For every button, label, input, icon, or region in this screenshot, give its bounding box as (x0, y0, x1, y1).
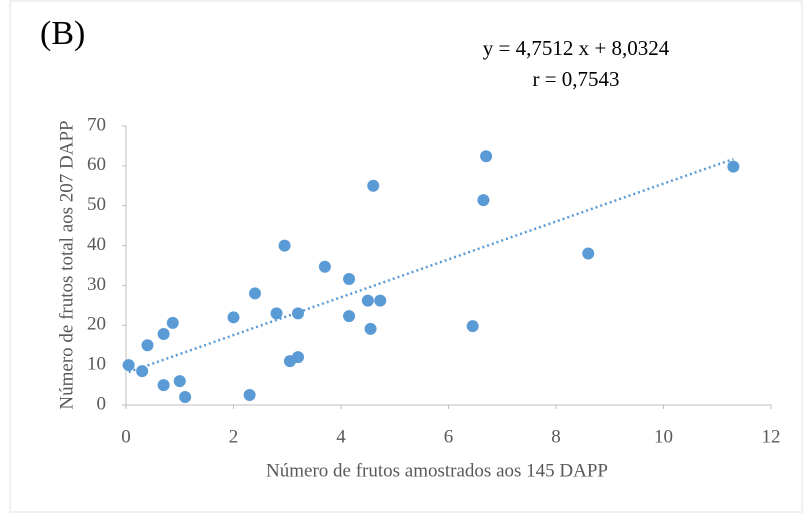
point (361, 294, 374, 307)
y-tick-label: 10 (87, 354, 106, 375)
x-tick-label: 10 (654, 426, 673, 447)
x-tick-label: 12 (762, 426, 781, 447)
point (122, 359, 135, 372)
point (318, 260, 331, 273)
y-tick-label: 0 (97, 393, 107, 414)
x-tick-label: 0 (121, 426, 131, 447)
point (157, 379, 170, 392)
frame (9, 0, 803, 513)
point (727, 160, 740, 173)
point (480, 150, 493, 163)
point (157, 328, 170, 341)
x-tick-label: 6 (444, 426, 454, 447)
x-tick-label: 2 (229, 426, 239, 447)
point (343, 310, 356, 323)
point (227, 311, 240, 324)
point (374, 294, 387, 307)
y-tick-label: 70 (87, 114, 106, 135)
y-axis-label: Número de frutos total aos 207 DAPP (56, 120, 77, 409)
equation: y = 4,7512 x + 8,0324 (483, 36, 670, 60)
point (477, 194, 490, 207)
point (243, 389, 256, 402)
point (364, 322, 377, 335)
point (141, 339, 154, 352)
trendline (128, 157, 734, 374)
point (136, 365, 149, 378)
y-tick-label: 20 (87, 314, 106, 335)
y-tick-label: 40 (87, 234, 106, 255)
panel-label: (B) (40, 15, 85, 52)
point (343, 273, 356, 286)
point (466, 320, 479, 333)
x-tick-label: 4 (336, 426, 346, 447)
x-axis-label: Número de frutos amostrados aos 145 DAPP (266, 460, 608, 481)
point (367, 179, 380, 192)
point (292, 351, 304, 364)
point (292, 307, 304, 320)
point (173, 375, 186, 388)
point (166, 316, 179, 329)
y-tick-label: 30 (87, 274, 106, 295)
point (278, 239, 291, 252)
correlation: r = 0,7543 (532, 67, 619, 91)
y-tick-label: 50 (87, 194, 106, 215)
y-tick-label: 60 (87, 154, 106, 175)
x-tick-label: 8 (551, 426, 561, 447)
point (249, 287, 261, 300)
point (179, 391, 192, 404)
point (582, 247, 595, 260)
point (270, 307, 283, 320)
